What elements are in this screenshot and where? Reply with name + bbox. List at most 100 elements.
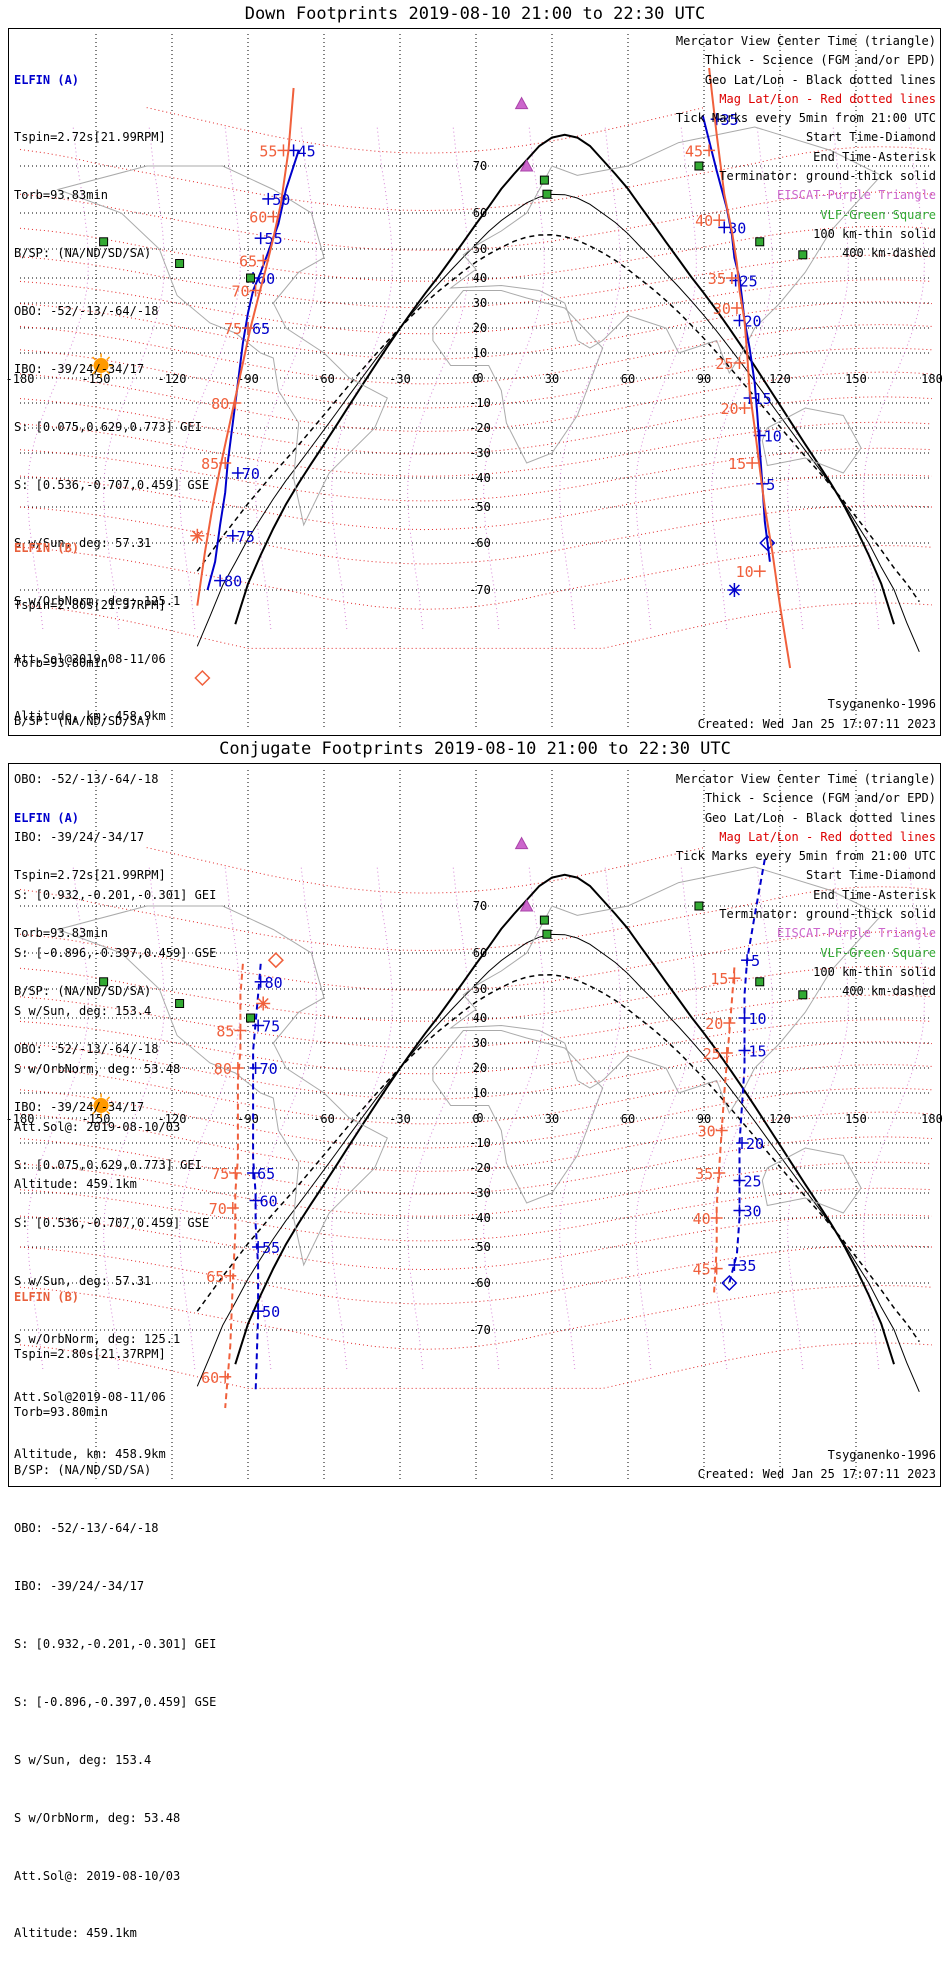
time-tick-label: 35 <box>708 270 726 288</box>
vlf-square <box>99 977 109 987</box>
lat-tick-label: -10 <box>469 1136 491 1150</box>
time-tick-label: 60 <box>201 1369 219 1387</box>
lat-tick-label: 0 <box>476 1111 483 1125</box>
info-line: Altitude: 459.1km <box>14 1177 137 1192</box>
time-tick-label: 65 <box>239 253 257 271</box>
info-line: IBO: -39/24/-34/17 <box>14 1100 145 1115</box>
info-line: S w/OrbNorm, deg: 125.1 <box>14 593 181 608</box>
vlf-square <box>798 250 808 260</box>
vlf-square <box>755 237 765 247</box>
lat-tick-label: 50 <box>473 982 487 996</box>
lon-tick-label: 150 <box>845 1112 867 1126</box>
lon-tick-label: 180 <box>921 372 943 386</box>
time-tick-label: 15 <box>749 1043 767 1061</box>
mag-meridian <box>483 866 545 1370</box>
legend-entry: Tick Marks every 5min from 21:00 UTC <box>675 111 936 126</box>
coastline <box>432 1030 604 1204</box>
time-tick-label: 20 <box>743 313 761 331</box>
time-tick-label: 70 <box>260 1060 278 1078</box>
lon-tick-label: -180 <box>6 1112 35 1126</box>
lon-tick-label: -150 <box>82 372 111 386</box>
lat-tick-label: -10 <box>469 396 491 410</box>
lon-tick-label: -90 <box>237 1112 259 1126</box>
legend-entry: Terminator: ground-thick solid <box>719 907 936 922</box>
info-line: B/SP: (NA/ND/SD/SA) <box>14 984 152 999</box>
vlf-square <box>175 999 185 1008</box>
lat-tick-label: 30 <box>473 296 487 310</box>
panel1-frame <box>8 28 941 736</box>
terminator-100km <box>196 933 920 1392</box>
sun-ray <box>92 370 96 375</box>
mag-meridian <box>559 866 621 1370</box>
lon-tick-label: -180 <box>6 372 35 386</box>
mag-meridian <box>179 866 241 1370</box>
lon-tick-label: 60 <box>621 372 635 386</box>
legend-entry: Thick - Science (FGM and/or EPD) <box>704 791 936 806</box>
lon-tick-label: 90 <box>697 1112 711 1126</box>
vlf-square <box>542 189 552 199</box>
panel2-created-label: Created: Wed Jan 25 17:07:11 2023 <box>697 1467 936 1481</box>
mag-parallel <box>19 1064 933 1125</box>
mag-parallel <box>19 1245 933 1305</box>
info-line: OBO: -52/-13/-64/-18 <box>14 1042 159 1057</box>
time-tick-label: 30 <box>713 300 731 318</box>
info-line: Tspin=2.72s[21.99RPM] <box>14 130 166 145</box>
lat-tick-label: -70 <box>469 1323 491 1337</box>
mag-meridian <box>255 866 317 1370</box>
panel1-created-label: Created: Wed Jan 25 17:07:11 2023 <box>697 717 936 731</box>
legend-entry: Start Time-Diamond <box>805 868 936 883</box>
time-tick-label: 35 <box>721 111 739 129</box>
lon-tick-label: -60 <box>313 1112 335 1126</box>
info-line: IBO: -39/24/-34/17 <box>14 362 145 377</box>
lon-tick-label: 0 <box>472 372 479 386</box>
mag-parallel <box>19 474 933 531</box>
time-tick-label: 85 <box>201 455 219 473</box>
end-asterisk <box>257 997 269 1010</box>
legend-entry: Mercator View Center Time (triangle) <box>675 772 936 786</box>
lon-tick-label: 0 <box>472 1112 479 1126</box>
legend-entry: Mag Lat/Lon - Red dotted lines <box>719 91 936 106</box>
lon-tick-label: -150 <box>82 1112 111 1126</box>
lat-tick-label: -40 <box>469 1211 491 1225</box>
time-tick-label: 60 <box>249 209 267 227</box>
start-diamond <box>267 952 284 969</box>
info-line: Att.Sol@2019-08-11/06 <box>14 651 166 666</box>
info-line: Altitude, km: 458.9km <box>14 1447 166 1462</box>
vlf-square <box>175 259 185 268</box>
lat-tick-label: 20 <box>473 321 487 335</box>
mag-meridian <box>635 866 697 1370</box>
terminator-ground <box>234 873 895 1365</box>
info-line: S: [-0.896,-0.397,0.459] GSE <box>14 945 217 960</box>
coastline <box>761 407 862 474</box>
legend-entry: Start Time-Diamond <box>805 130 936 145</box>
mag-meridian <box>787 126 849 630</box>
lon-tick-label: 120 <box>769 1112 791 1126</box>
info-line: B/SP: (NA/ND/SD/SA) <box>14 246 152 261</box>
mag-parallel <box>19 225 933 282</box>
info-line: Att.Sol@: 2019-08-10/03 <box>14 1119 181 1134</box>
info-line: B/SP: (NA/ND/SD/SA) <box>14 714 152 729</box>
lat-tick-label: -60 <box>469 1276 491 1290</box>
time-tick-label: 45 <box>298 142 316 160</box>
eiscat-triangle <box>514 836 529 850</box>
panel1-title: Down Footprints 2019-08-10 21:00 to 22:3… <box>244 4 706 24</box>
mag-meridian <box>407 126 469 630</box>
lat-tick-label: 10 <box>473 346 487 360</box>
lon-tick-label: -30 <box>389 1112 411 1126</box>
time-tick-label: 15 <box>728 455 746 473</box>
lon-tick-label: -120 <box>158 372 187 386</box>
time-tick-label: 30 <box>698 1123 716 1141</box>
footprint-track <box>713 967 736 1293</box>
time-tick-label: 80 <box>211 395 229 413</box>
lat-tick-label: -50 <box>469 1240 491 1254</box>
mag-meridian <box>635 126 697 630</box>
mag-parallel <box>19 505 933 565</box>
time-tick-label: 25 <box>715 355 733 373</box>
time-tick-label: 75 <box>237 528 255 546</box>
time-tick-label: 60 <box>260 1193 278 1211</box>
info-line: S w/OrbNorm, deg: 53.48 <box>14 1061 181 1076</box>
time-tick-label: 45 <box>685 142 703 160</box>
info-line: Tspin=2.80s[21.37RPM] <box>14 598 166 613</box>
lon-tick-label: 30 <box>545 372 559 386</box>
mag-parallel <box>19 191 933 251</box>
